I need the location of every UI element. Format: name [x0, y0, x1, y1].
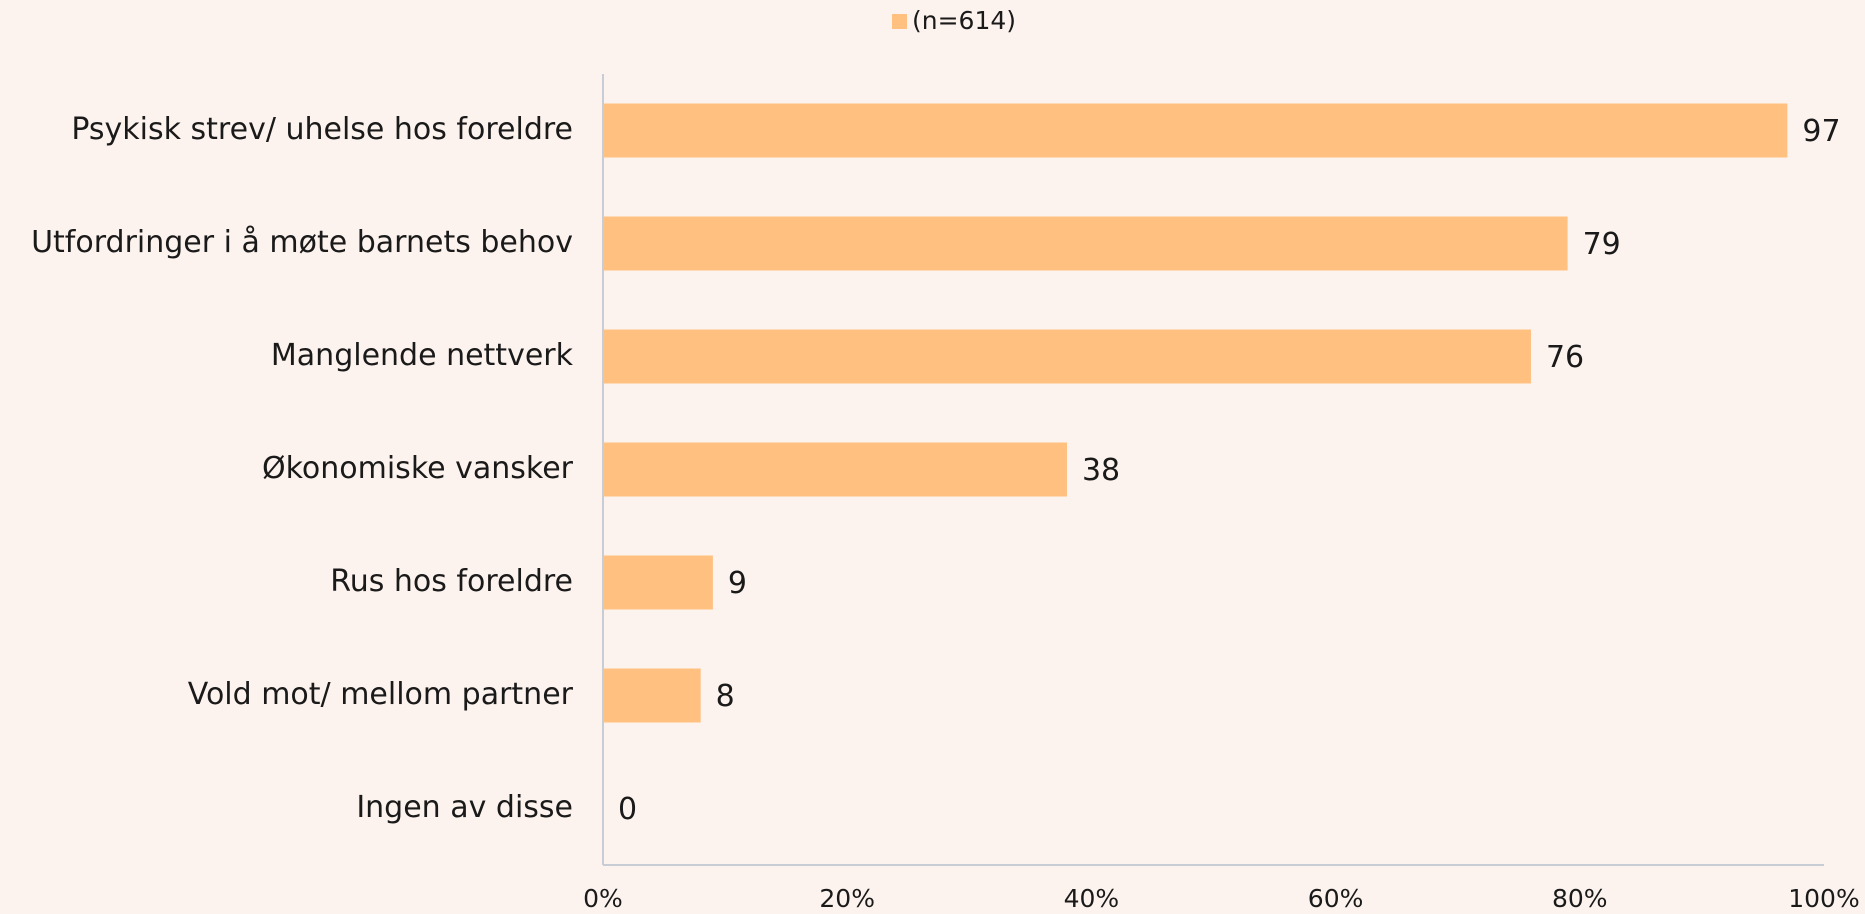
x-tick-label: 60% — [1308, 884, 1364, 913]
x-tick-label: 20% — [819, 884, 875, 913]
category-label: Vold mot/ mellom partner — [188, 677, 574, 712]
x-tick-label: 80% — [1552, 884, 1608, 913]
value-label: 79 — [1583, 227, 1621, 262]
bar — [603, 555, 713, 610]
legend-swatch — [892, 14, 907, 29]
x-tick-label: 100% — [1788, 884, 1859, 913]
bar — [603, 216, 1568, 271]
value-label: 76 — [1546, 340, 1584, 375]
bar — [603, 103, 1788, 158]
category-label: Manglende nettverk — [271, 338, 574, 373]
value-label: 0 — [618, 792, 637, 827]
x-tick-label: 0% — [583, 884, 623, 913]
value-label: 8 — [716, 679, 735, 714]
category-label: Utfordringer i å møte barnets behov — [31, 225, 573, 260]
category-label: Psykisk strev/ uhelse hos foreldre — [71, 112, 573, 147]
bar — [603, 442, 1067, 497]
category-label: Ingen av disse — [356, 790, 573, 825]
bar — [603, 329, 1531, 384]
category-label: Økonomiske vansker — [262, 451, 574, 486]
value-label: 97 — [1802, 114, 1840, 149]
legend-label: (n=614) — [912, 6, 1016, 35]
value-label: 9 — [728, 566, 747, 601]
category-label: Rus hos foreldre — [330, 564, 573, 599]
value-label: 38 — [1082, 453, 1120, 488]
x-tick-label: 40% — [1064, 884, 1120, 913]
bar — [603, 668, 701, 723]
